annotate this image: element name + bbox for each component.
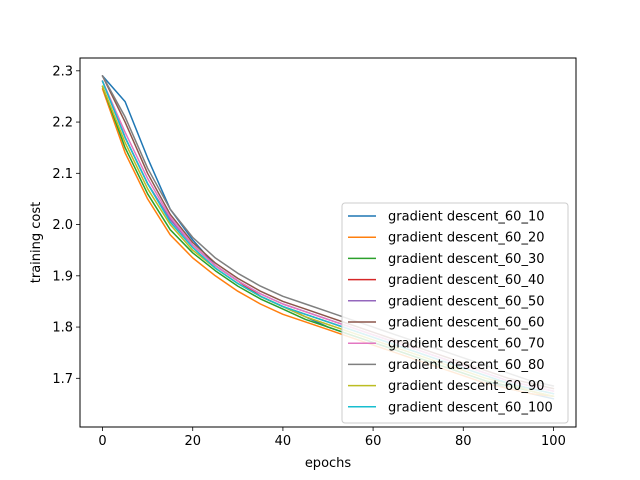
x-tick-label: 20 xyxy=(184,434,201,449)
y-tick-label: 1.8 xyxy=(52,321,73,336)
x-tick-label: 0 xyxy=(98,434,106,449)
y-axis-ticks: 1.7 1.8 1.9 2.0 2.1 2.2 2.3 xyxy=(52,64,80,387)
plot-frame xyxy=(79,57,577,428)
y-tick-label: 1.7 xyxy=(52,372,73,387)
legend-label: gradient descent_60_60 xyxy=(388,316,544,331)
legend-box xyxy=(341,202,569,424)
legend-label: gradient descent_60_30 xyxy=(388,252,544,267)
legend: gradient descent_60_10 gradient descent_6… xyxy=(341,202,569,424)
x-axis-label: epochs xyxy=(305,456,352,471)
legend-label: gradient descent_60_100 xyxy=(388,400,553,415)
legend-label: gradient descent_60_90 xyxy=(388,379,544,394)
x-tick-label: 100 xyxy=(541,434,566,449)
legend-label: gradient descent_60_40 xyxy=(388,273,544,288)
y-axis-label: training cost xyxy=(29,202,44,283)
legend-label: gradient descent_60_80 xyxy=(388,358,544,373)
x-tick-label: 80 xyxy=(455,434,472,449)
legend-label: gradient descent_60_20 xyxy=(388,231,544,246)
y-tick-label: 2.1 xyxy=(52,167,73,182)
y-tick-label: 2.2 xyxy=(52,116,73,131)
y-tick-label: 2.3 xyxy=(52,64,73,79)
x-tick-label: 60 xyxy=(365,434,382,449)
legend-label: gradient descent_60_50 xyxy=(388,294,544,309)
legend-label: gradient descent_60_70 xyxy=(388,337,544,352)
y-tick-label: 1.9 xyxy=(52,269,73,284)
x-tick-label: 40 xyxy=(275,434,292,449)
legend-label: gradient descent_60_10 xyxy=(388,210,544,225)
y-tick-label: 2.0 xyxy=(52,218,73,233)
x-axis-ticks: 0 20 40 60 80 100 xyxy=(98,427,566,449)
